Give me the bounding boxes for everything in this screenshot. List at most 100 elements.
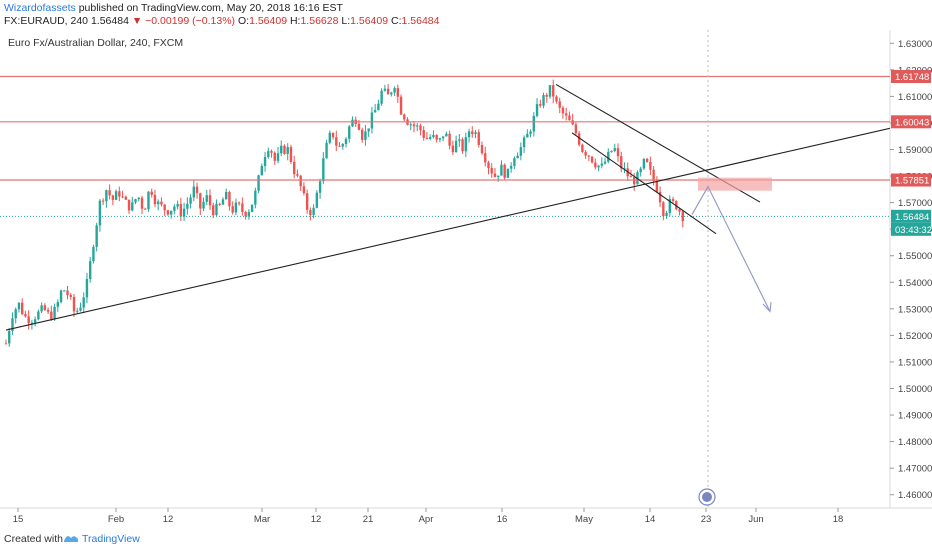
countdown-bg xyxy=(891,222,931,236)
author-link[interactable]: Wizardofassets xyxy=(4,2,76,14)
candle-body-130 xyxy=(425,137,429,139)
candle-body-67 xyxy=(221,199,225,205)
candle-body-141 xyxy=(461,139,464,152)
candle-body-177 xyxy=(577,133,581,145)
candle-body-60 xyxy=(199,193,202,209)
close-value: 1.56484 xyxy=(401,15,440,27)
candle-body-172 xyxy=(561,107,565,114)
candle-body-102 xyxy=(335,137,338,146)
time-axis[interactable]: 15 Feb 12 Mar 12 21 Apr 16 May 14 23 Jun 18 xyxy=(13,508,844,525)
candle-body-87 xyxy=(286,147,289,154)
candle-body-137 xyxy=(448,133,451,146)
candle-body-184 xyxy=(600,163,604,166)
price-label-1: 1.60043 xyxy=(895,117,929,128)
tradingview-logo-icon[interactable] xyxy=(62,532,80,544)
candle-body-90 xyxy=(296,174,299,176)
candle-body-202 xyxy=(658,191,662,203)
candle-body-98 xyxy=(322,158,325,182)
candle-body-140 xyxy=(458,139,461,141)
candle-body-153 xyxy=(500,164,503,176)
candle-body-38 xyxy=(127,199,131,211)
candle-body-15 xyxy=(53,306,56,320)
candle-body-79 xyxy=(260,166,264,176)
y-tick-label-14: 1.49000 xyxy=(898,411,932,422)
candle-body-17 xyxy=(59,290,63,303)
candle-body-56 xyxy=(186,203,189,209)
candle-body-188 xyxy=(613,148,616,151)
candle-body-21 xyxy=(72,296,76,312)
candle-body-116 xyxy=(380,90,383,104)
tradingview-brand[interactable]: TradingView xyxy=(82,533,140,545)
candle-body-8 xyxy=(30,322,34,324)
candle-body-91 xyxy=(299,175,302,187)
candle-body-191 xyxy=(623,168,626,170)
candle-body-207 xyxy=(675,201,678,210)
candle-body-145 xyxy=(474,132,477,134)
candle-body-96 xyxy=(315,192,319,208)
candle-body-128 xyxy=(419,125,422,131)
high-label: H: xyxy=(289,15,301,27)
x-tick-label-11: Jun xyxy=(748,514,763,525)
candle-body-100 xyxy=(328,132,332,143)
candle-body-115 xyxy=(377,103,380,111)
candle-body-200 xyxy=(652,169,655,181)
candle-body-132 xyxy=(432,134,435,138)
candle-body-58 xyxy=(192,186,196,198)
high-value: 1.56628 xyxy=(300,15,339,27)
candle-body-40 xyxy=(134,199,137,203)
projection-path xyxy=(691,185,771,312)
candle-body-147 xyxy=(480,144,484,154)
rising-trendline xyxy=(5,127,891,331)
price-chart[interactable]: Euro Fx/Australian Dollar, 240, FXCM 1.6… xyxy=(0,30,932,528)
drawings-group xyxy=(5,83,891,331)
candle-body-55 xyxy=(182,208,186,217)
candle-body-36 xyxy=(121,196,124,198)
candle-body-171 xyxy=(558,101,561,108)
chart-header: Wizardofassets published on TradingView.… xyxy=(0,0,932,30)
y-tick-label-0: 1.63000 xyxy=(898,39,932,50)
candle-body-156 xyxy=(509,165,513,169)
candle-body-71 xyxy=(234,202,238,213)
candle-body-34 xyxy=(114,191,118,200)
candle-body-208 xyxy=(678,209,681,212)
candle-body-194 xyxy=(632,177,636,185)
x-tick-label-1: Feb xyxy=(108,514,124,525)
candle-body-70 xyxy=(231,206,234,213)
candle-body-152 xyxy=(496,175,500,177)
candle-body-14 xyxy=(50,311,53,320)
candle-body-18 xyxy=(63,290,66,292)
y-tick-label-12: 1.51000 xyxy=(898,357,932,368)
candle-body-94 xyxy=(309,209,312,215)
y-tick-label-8: 1.55000 xyxy=(898,251,932,262)
candle-body-63 xyxy=(208,195,212,206)
candle-body-10 xyxy=(37,311,40,320)
candle-body-0 xyxy=(4,343,8,345)
candle-body-52 xyxy=(173,206,176,211)
candle-body-85 xyxy=(280,145,283,154)
candle-body-53 xyxy=(176,204,179,207)
y-tick-label-13: 1.50000 xyxy=(898,384,932,395)
candle-body-168 xyxy=(548,85,552,97)
x-tick-label-2: 12 xyxy=(163,514,174,525)
candle-body-139 xyxy=(454,140,458,153)
globe-icon[interactable] xyxy=(698,488,716,506)
candle-body-95 xyxy=(312,207,315,215)
open-label: O: xyxy=(237,15,250,27)
candle-body-97 xyxy=(318,181,322,193)
candle-body-65 xyxy=(215,203,218,216)
candle-body-154 xyxy=(503,164,506,178)
candle-body-99 xyxy=(325,142,328,159)
y-tick-label-2: 1.61000 xyxy=(898,92,932,103)
candle-body-148 xyxy=(484,153,487,163)
published-text: published on TradingView.com, May 20, 20… xyxy=(75,2,343,14)
candle-body-31 xyxy=(105,190,108,202)
symbol-label: FX:EURAUD, 240 xyxy=(4,15,89,27)
candle-body-101 xyxy=(331,132,335,138)
candle-body-12 xyxy=(43,305,47,310)
candle-body-205 xyxy=(668,199,672,213)
candle-body-183 xyxy=(597,165,600,168)
candle-body-112 xyxy=(367,128,370,132)
candle-body-6 xyxy=(24,314,27,317)
low-value: 1.56409 xyxy=(350,15,389,27)
candle-body-89 xyxy=(292,161,296,175)
